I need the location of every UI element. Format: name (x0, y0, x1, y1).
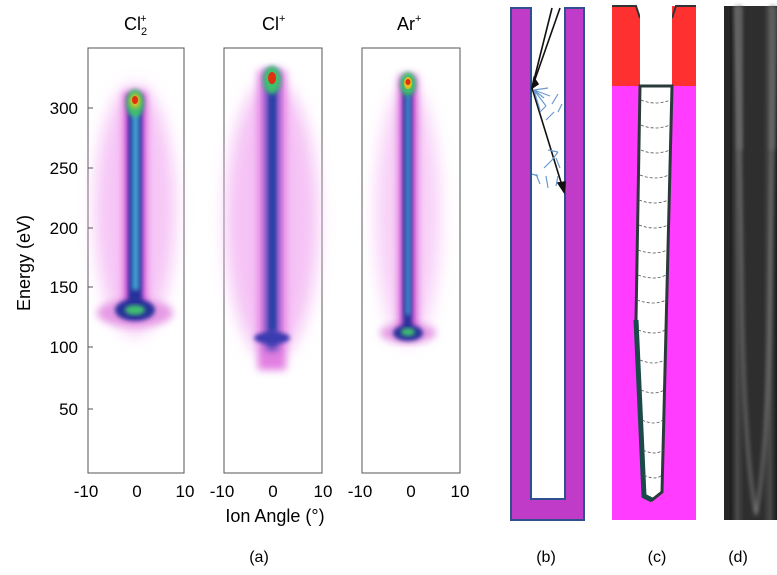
y-tick-label: 50 (59, 400, 78, 419)
y-ticks: 300 250 200 150 100 50 (50, 99, 93, 419)
x-tick-label: 0 (406, 482, 415, 501)
x-tick-label: -10 (210, 482, 235, 501)
panel-b (510, 4, 585, 521)
x-tick-label: 10 (314, 482, 333, 501)
species-name: Cl (124, 14, 141, 34)
species-sup: + (415, 13, 421, 25)
panel-a: Energy (eV) (14, 13, 469, 526)
x-axis-label: Ion Angle (°) (225, 506, 324, 526)
species-name: Ar (397, 14, 415, 34)
x-tick-label: 10 (451, 482, 470, 501)
y-tick-label: 150 (50, 278, 78, 297)
ion-trajectory (530, 7, 566, 195)
heatmap-cl2 (95, 85, 175, 335)
x-tick-label: -10 (348, 482, 373, 501)
x-ticks: -10 0 10 -10 0 10 -10 0 10 (74, 482, 470, 501)
sim-mask (612, 6, 696, 86)
panel-c (612, 5, 696, 520)
y-axis-label: Energy (eV) (14, 215, 34, 311)
y-tick-label: 250 (50, 159, 78, 178)
species-sub: 2 (141, 26, 147, 38)
scatter-arrows (531, 87, 563, 189)
x-tick-label: 0 (268, 482, 277, 501)
caption-b: (b) (536, 549, 556, 566)
captions: (a) (b) (c) (d) (249, 549, 748, 566)
panel-d (724, 5, 777, 520)
heatmap-ar (376, 72, 440, 345)
x-tick-label: 10 (176, 482, 195, 501)
caption-d: (d) (728, 549, 748, 566)
heatmap-cl (226, 66, 318, 370)
species-sup: + (140, 13, 146, 25)
species-name: Cl (262, 14, 279, 34)
y-tick-label: 300 (50, 99, 78, 118)
title-cl2-plus: Cl2+ (124, 13, 147, 38)
title-cl-plus: Cl+ (262, 13, 285, 34)
sim-profile-lines (636, 99, 672, 479)
species-sup: + (279, 13, 285, 25)
x-tick-label: -10 (74, 482, 99, 501)
caption-c: (c) (648, 549, 667, 566)
y-tick-label: 100 (50, 338, 78, 357)
title-ar-plus: Ar+ (397, 13, 421, 34)
x-tick-label: 0 (132, 482, 141, 501)
caption-a: (a) (249, 549, 269, 566)
y-tick-label: 200 (50, 219, 78, 238)
